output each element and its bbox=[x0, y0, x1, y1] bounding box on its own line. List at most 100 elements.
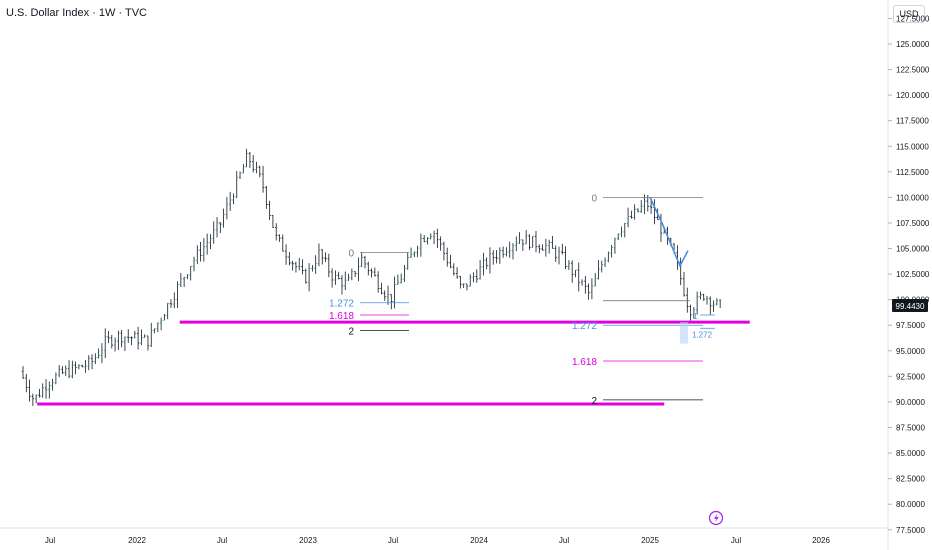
weekly-bar bbox=[21, 366, 25, 380]
weekly-bar bbox=[74, 361, 77, 375]
weekly-bar bbox=[71, 360, 74, 379]
weekly-bar bbox=[396, 274, 400, 285]
weekly-bar bbox=[580, 279, 584, 286]
weekly-bar bbox=[416, 245, 419, 258]
weekly-bar bbox=[90, 354, 94, 370]
price-tick-label: 77.5000 bbox=[896, 526, 925, 535]
weekly-bar bbox=[386, 285, 390, 305]
weekly-bar bbox=[538, 244, 541, 254]
weekly-bar bbox=[406, 252, 409, 270]
weekly-bar bbox=[215, 217, 219, 238]
weekly-bar bbox=[567, 260, 571, 271]
weekly-bar bbox=[314, 255, 317, 274]
weekly-bar bbox=[327, 253, 331, 278]
weekly-bar bbox=[413, 251, 416, 258]
weekly-bar bbox=[593, 273, 597, 287]
weekly-bar bbox=[449, 254, 452, 269]
weekly-bar bbox=[475, 269, 479, 283]
weekly-bar bbox=[446, 247, 449, 267]
weekly-bar bbox=[439, 236, 442, 251]
weekly-bar bbox=[189, 265, 192, 281]
weekly-bar bbox=[610, 244, 613, 258]
time-tick-label: 2026 bbox=[812, 536, 830, 545]
weekly-bar bbox=[127, 329, 130, 343]
weekly-bar bbox=[607, 251, 610, 263]
fib-small-level-label: 1.272 bbox=[692, 330, 713, 339]
weekly-bar bbox=[603, 257, 607, 267]
weekly-bar bbox=[436, 228, 439, 248]
weekly-bar bbox=[633, 204, 636, 220]
weekly-bar bbox=[51, 378, 54, 391]
weekly-bar bbox=[551, 236, 554, 249]
weekly-bar bbox=[515, 236, 518, 252]
weekly-bar bbox=[209, 234, 212, 250]
weekly-bar bbox=[455, 267, 459, 279]
weekly-bar bbox=[251, 154, 255, 173]
currency-button[interactable]: USD bbox=[893, 5, 925, 23]
weekly-bar bbox=[630, 210, 633, 219]
price-tick-label: 107.5000 bbox=[896, 219, 930, 228]
weekly-bar bbox=[521, 239, 525, 251]
weekly-bar bbox=[370, 268, 373, 278]
weekly-bar bbox=[311, 264, 314, 272]
time-tick-label: Jul bbox=[731, 536, 741, 545]
weekly-bar bbox=[202, 238, 206, 262]
chart-title: U.S. Dollar Index · 1W · TVC bbox=[6, 7, 147, 19]
weekly-bar bbox=[235, 171, 238, 199]
price-tick-label: 87.5000 bbox=[896, 424, 925, 433]
weekly-bar bbox=[620, 226, 623, 238]
weekly-bar bbox=[518, 232, 521, 244]
fib-left-level-label: 0 bbox=[348, 249, 354, 260]
fib-right-level-label: 2 bbox=[591, 396, 597, 407]
weekly-bar bbox=[304, 268, 308, 284]
weekly-bar bbox=[344, 271, 347, 291]
weekly-bar bbox=[363, 255, 367, 269]
candles-layer bbox=[21, 148, 722, 406]
weekly-bar bbox=[67, 360, 71, 379]
fib-left-level-label: 1.272 bbox=[329, 299, 354, 310]
fib-right-level-label: 0 bbox=[591, 193, 597, 204]
weekly-bar bbox=[472, 272, 475, 283]
price-tick-label: 117.5000 bbox=[896, 117, 929, 126]
weekly-bar bbox=[347, 273, 350, 281]
price-axis[interactable]: 77.5000 80.0000 82.5000 85.0000 87.5000 90.00… bbox=[888, 14, 930, 535]
weekly-bar bbox=[584, 276, 587, 294]
weekly-bar bbox=[94, 353, 97, 364]
weekly-bar bbox=[613, 237, 617, 254]
weekly-bar bbox=[682, 272, 686, 297]
weekly-bar bbox=[534, 231, 538, 253]
weekly-bar bbox=[166, 302, 169, 320]
weekly-bar bbox=[330, 268, 334, 288]
svg-text:99.4430: 99.4430 bbox=[896, 302, 925, 311]
weekly-bar bbox=[705, 295, 709, 305]
weekly-bar bbox=[636, 208, 640, 213]
time-tick-label: Jul bbox=[45, 536, 55, 545]
weekly-bar bbox=[399, 273, 403, 284]
weekly-bar bbox=[298, 257, 301, 271]
weekly-bar bbox=[212, 221, 215, 244]
weekly-bar bbox=[597, 259, 600, 280]
weekly-bar bbox=[130, 336, 133, 346]
weekly-bar bbox=[692, 306, 696, 319]
weekly-bar bbox=[541, 244, 544, 251]
weekly-bar bbox=[64, 365, 67, 376]
weekly-bar bbox=[84, 359, 87, 373]
time-tick-label: Jul bbox=[388, 536, 398, 545]
weekly-bar bbox=[557, 246, 561, 265]
weekly-bar bbox=[679, 257, 682, 285]
weekly-bar bbox=[380, 282, 383, 295]
time-tick-label: 2024 bbox=[470, 536, 488, 545]
weekly-bar bbox=[31, 393, 35, 406]
weekly-bar bbox=[159, 317, 163, 331]
price-tick-label: 97.5000 bbox=[896, 321, 925, 330]
time-tick-label: 2023 bbox=[299, 536, 317, 545]
time-axis[interactable]: Jul 2022 Jul 2023 Jul 2024 Jul 2025 Jul 2026 bbox=[45, 536, 831, 545]
weekly-bar bbox=[281, 234, 284, 252]
lightning-icon[interactable] bbox=[708, 510, 724, 526]
weekly-bar bbox=[261, 165, 265, 193]
weekly-bar bbox=[600, 260, 603, 273]
weekly-bar bbox=[574, 269, 577, 278]
weekly-bar bbox=[25, 373, 28, 393]
